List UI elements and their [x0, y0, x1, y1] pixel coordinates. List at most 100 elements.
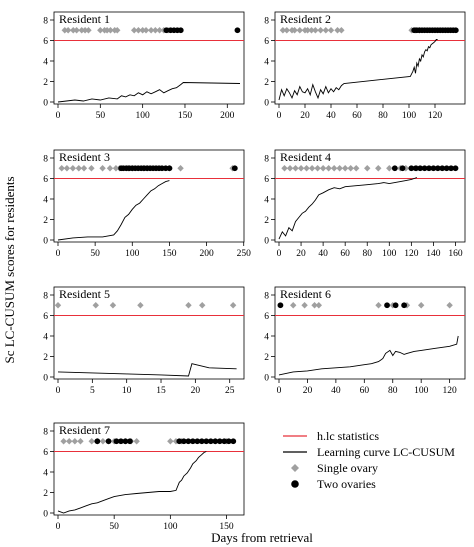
- y-tick-label: 0: [264, 99, 269, 109]
- single-ovary-marker: [137, 302, 144, 309]
- single-ovary-marker: [64, 27, 72, 34]
- two-ovaries-marker: [166, 165, 173, 172]
- panel-frame: [53, 11, 245, 105]
- panel-title: Resident 3: [59, 150, 110, 164]
- two-ovaries-marker: [113, 438, 120, 445]
- y-tick-label: 2: [43, 353, 48, 363]
- legend-label: Two ovaries: [317, 477, 376, 491]
- panel-title: Resident 2: [280, 12, 331, 26]
- panel-frame: [53, 149, 245, 243]
- x-tick-label: 150: [178, 111, 193, 121]
- y-tick-label: 6: [264, 37, 269, 47]
- single-ovary-marker: [353, 165, 360, 172]
- x-tick-label: 20: [296, 249, 306, 259]
- panel-title: Resident 4: [280, 150, 331, 164]
- single-ovary-marker: [63, 165, 71, 172]
- y-tick-label: 6: [264, 312, 269, 322]
- single-ovary-marker: [88, 438, 95, 445]
- single-ovary-marker: [167, 438, 174, 445]
- single-ovary-marker: [71, 438, 79, 445]
- two-ovaries-marker: [122, 438, 129, 445]
- y-tick-label: 2: [264, 216, 269, 226]
- x-axis-label: Days from retrieval: [211, 530, 313, 545]
- y-tick-label: 4: [43, 469, 48, 479]
- single-ovary-marker: [142, 27, 150, 34]
- y-tick-label: 6: [43, 312, 48, 322]
- x-tick-label: 150: [219, 522, 234, 532]
- single-ovary-marker: [330, 165, 338, 172]
- panel-frame: [53, 286, 245, 380]
- lc-cusum-curve: [57, 82, 241, 103]
- single-ovary-marker: [341, 165, 349, 172]
- x-tick-label: 100: [402, 111, 417, 121]
- x-tick-label: 100: [136, 111, 151, 121]
- lc-cusum-curve: [57, 180, 170, 241]
- single-ovary-marker: [78, 27, 85, 34]
- single-ovary-marker: [70, 27, 77, 34]
- y-tick-label: 4: [264, 333, 269, 343]
- x-tick-label: 120: [404, 249, 419, 259]
- x-tick-label: 40: [318, 249, 328, 259]
- y-tick-label: 4: [264, 58, 269, 68]
- single-ovary-marker: [106, 165, 114, 172]
- single-ovary-marker: [54, 302, 62, 309]
- two-ovaries-marker: [230, 438, 237, 445]
- single-ovary-marker: [152, 27, 159, 34]
- single-ovary-marker: [199, 302, 206, 309]
- y-tick-label: 2: [264, 353, 269, 363]
- single-ovary-marker: [114, 27, 121, 34]
- panel-title: Resident 1: [59, 12, 110, 26]
- y-tick-label: 0: [43, 99, 48, 109]
- two-ovaries-marker: [412, 165, 419, 172]
- single-ovary-marker: [139, 27, 146, 34]
- single-ovary-marker: [303, 165, 310, 172]
- two-ovaries-marker: [392, 302, 399, 309]
- x-tick-label: 0: [56, 249, 61, 259]
- two-ovaries-marker: [448, 165, 454, 172]
- single-ovary-marker: [99, 165, 106, 172]
- single-ovary-marker: [375, 302, 382, 309]
- single-ovary-marker: [301, 302, 308, 309]
- y-tick-label: 4: [43, 333, 48, 343]
- single-ovary-marker: [446, 302, 453, 309]
- single-ovary-marker: [290, 302, 297, 309]
- panel-title: Resident 5: [59, 287, 110, 301]
- single-ovary-marker: [97, 27, 104, 34]
- x-tick-label: 0: [56, 386, 61, 396]
- two-ovaries-marker: [216, 438, 223, 445]
- single-ovary-marker: [229, 302, 237, 309]
- single-ovary-marker: [308, 27, 315, 34]
- y-tick-label: 0: [43, 510, 48, 520]
- x-tick-label: 50: [96, 111, 106, 121]
- single-ovary-marker: [314, 165, 321, 172]
- single-ovary-marker: [281, 165, 288, 172]
- x-tick-label: 100: [163, 522, 178, 532]
- legend-item: h.lc statistics: [283, 429, 379, 443]
- two-ovaries-marker: [426, 165, 432, 172]
- y-tick-label: 0: [264, 237, 269, 247]
- legend-swatch: [291, 464, 299, 472]
- x-tick-label: 200: [220, 111, 235, 121]
- chart-panel-7: Resident 7 0 2 4 6 8 0 50 100 150: [43, 422, 245, 532]
- two-ovaries-marker: [203, 438, 210, 445]
- x-tick-label: 100: [382, 249, 397, 259]
- single-ovary-marker: [92, 302, 99, 309]
- two-ovaries-marker: [177, 27, 184, 34]
- single-ovary-marker: [147, 27, 155, 34]
- single-ovary-marker: [58, 165, 65, 172]
- two-ovaries-marker: [234, 27, 241, 34]
- panel-frame: [53, 422, 245, 516]
- two-ovaries-marker: [399, 165, 406, 172]
- two-ovaries-marker: [277, 302, 284, 309]
- y-tick-label: 2: [43, 489, 48, 499]
- single-ovary-marker: [375, 165, 382, 172]
- single-ovary-marker: [417, 302, 425, 309]
- two-ovaries-marker: [127, 438, 133, 445]
- single-ovary-marker: [322, 27, 329, 34]
- two-ovaries-marker: [105, 438, 112, 445]
- legend-item: Learning curve LC-CUSUM: [283, 445, 455, 459]
- two-ovaries-marker: [391, 165, 398, 172]
- single-ovary-marker: [185, 302, 192, 309]
